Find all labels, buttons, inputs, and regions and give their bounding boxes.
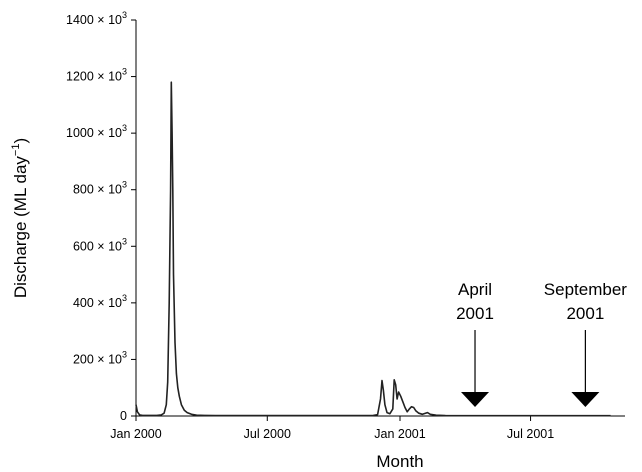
x-axis-title: Month (376, 452, 423, 471)
annotation-label-line1: September (544, 280, 627, 299)
y-tick-label: 1400 × 103 (66, 10, 127, 27)
y-tick-label-exponent: 3 (122, 180, 127, 190)
y-tick-label-text: 1200 × 10 (66, 70, 122, 84)
x-tick-label: Jan 2000 (110, 427, 161, 441)
y-tick-label: 600 × 103 (73, 236, 127, 253)
annotation-label-line2: 2001 (456, 304, 494, 323)
y-tick-label-exponent: 3 (122, 10, 127, 20)
y-axis-title-main: Discharge (ML day (11, 156, 30, 299)
discharge-series-line (135, 81, 611, 417)
y-tick-label-text: 0 (120, 409, 127, 423)
y-tick-label-exponent: 3 (122, 67, 127, 77)
x-tick-label: Jul 2000 (244, 427, 291, 441)
y-tick-label: 400 × 103 (73, 293, 127, 310)
y-tick-label-text: 1400 × 10 (66, 13, 122, 27)
y-tick-label-exponent: 3 (122, 123, 127, 133)
x-ticks: Jan 2000 Jul 2000 Jan 2001 Jul 2001 (110, 416, 554, 441)
axes (135, 20, 625, 417)
y-tick-label-text: 200 × 10 (73, 352, 122, 366)
y-tick-label: 200 × 103 (73, 349, 127, 366)
y-tick-label-text: 1000 × 10 (66, 126, 122, 140)
annotation-label-line2: 2001 (566, 304, 604, 323)
y-axis-title-close: ) (11, 138, 30, 144)
annotations: April 2001 September 2001 (456, 280, 627, 407)
x-tick-label: Jan 2001 (374, 427, 425, 441)
annotation-arrow-head (461, 392, 490, 407)
x-tick-label: Jul 2001 (507, 427, 554, 441)
y-tick-label-text: 800 × 10 (73, 183, 122, 197)
y-tick-label-text: 600 × 10 (73, 239, 122, 253)
y-tick-label-exponent: 3 (122, 349, 127, 359)
y-tick-label: 1200 × 103 (66, 67, 127, 84)
y-tick-label-exponent: 3 (122, 236, 127, 246)
y-tick-label: 800 × 103 (73, 180, 127, 197)
y-tick-label-exponent: 3 (122, 293, 127, 303)
y-tick-label: 1000 × 103 (66, 123, 127, 140)
annotation-arrow-head (571, 392, 600, 407)
series-layer (135, 81, 611, 417)
y-axis-title-exponent: −1 (10, 144, 22, 157)
y-axis-title: Discharge (ML day−1) (10, 138, 30, 298)
y-tick-label: 0 (120, 409, 127, 423)
y-tick-label-text: 400 × 10 (73, 296, 122, 310)
annotation-label-line1: April (458, 280, 492, 299)
